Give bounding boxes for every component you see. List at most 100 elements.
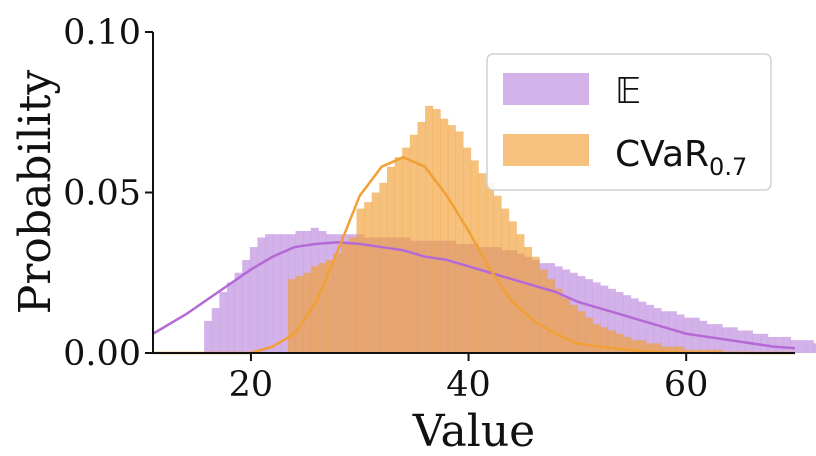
histogram-bar — [661, 346, 670, 353]
histogram-bar — [219, 292, 228, 353]
legend-label-cvar-main: CVaR — [615, 134, 709, 175]
x-axis-label: Value — [412, 406, 535, 456]
histogram-bar — [478, 173, 487, 353]
histogram-bar — [592, 282, 601, 353]
histogram-bar — [463, 147, 472, 353]
legend-label-cvar: CVaR0.7 — [615, 134, 747, 181]
legend: 𝔼 CVaR0.7 — [486, 53, 772, 191]
histogram-bar — [684, 349, 693, 353]
histogram-bar — [501, 208, 510, 353]
histogram-bar — [653, 343, 662, 353]
histogram-bar — [615, 292, 624, 353]
histogram-bar — [584, 317, 594, 353]
legend-label-cvar-subscript: 0.7 — [709, 153, 747, 181]
histogram-bar — [691, 349, 700, 353]
histogram-bar — [714, 349, 723, 353]
histogram-bar — [265, 234, 274, 353]
histogram-bar — [234, 272, 243, 353]
histogram-bar — [333, 253, 342, 353]
histogram-bar — [668, 311, 677, 353]
histogram-bar — [455, 131, 464, 353]
y-tick-label: 0.10 — [63, 13, 141, 53]
series-1-density-line — [153, 155, 795, 355]
histogram-bar — [584, 279, 594, 353]
histogram-bar — [569, 304, 578, 353]
histogram-bar — [630, 340, 639, 353]
histogram-bar — [805, 340, 814, 353]
histogram-bar — [645, 343, 654, 353]
histogram-bar — [653, 308, 662, 353]
histogram-bar — [767, 336, 776, 353]
histogram-bar — [783, 336, 792, 353]
histogram-bar — [562, 298, 571, 353]
histogram-bar — [554, 288, 563, 353]
histogram-bar — [447, 125, 456, 353]
histogram-bar — [348, 237, 357, 353]
histogram-bar — [813, 343, 816, 353]
histogram-bar — [676, 346, 685, 353]
histogram-bar — [371, 192, 380, 353]
histogram-bar — [364, 202, 373, 353]
legend-swatch-cvar — [503, 134, 589, 166]
legend-swatch-expectation — [503, 73, 589, 105]
histogram-bar — [432, 109, 441, 353]
histogram-bar — [600, 285, 609, 353]
histogram-bar — [470, 160, 479, 353]
histogram-bar — [310, 266, 319, 353]
histogram-bar — [394, 157, 403, 353]
histogram-bar — [280, 234, 289, 353]
histogram-bar — [539, 269, 548, 353]
histogram-bar — [249, 247, 258, 353]
histogram-bar — [676, 314, 685, 353]
histogram-bar — [623, 336, 632, 353]
histogram-bar — [379, 182, 388, 353]
ticks: 20 40 60 0.00 0.05 0.10 — [63, 13, 708, 405]
histogram-bar — [287, 279, 296, 353]
histogram-bar — [417, 121, 426, 353]
histogram-bar — [409, 134, 418, 353]
histogram-bar — [668, 346, 677, 353]
histogram-bar — [226, 282, 236, 353]
histogram-bar — [638, 301, 647, 353]
x-tick-label: 20 — [229, 365, 274, 405]
histogram-bar — [577, 311, 586, 353]
histogram-bar — [524, 247, 533, 353]
histogram-bar — [318, 263, 327, 353]
histogram-bar — [630, 298, 639, 353]
histogram-bar — [356, 208, 365, 353]
histogram-bar — [508, 221, 517, 353]
y-tick-label: 0.05 — [63, 174, 141, 214]
histogram-bar — [638, 340, 647, 353]
histogram-bar — [790, 340, 799, 353]
y-tick-label: 0.00 — [63, 334, 141, 374]
histogram-bar — [440, 118, 449, 353]
histogram-bar — [760, 333, 769, 353]
histogram-bar — [645, 304, 654, 353]
histogram-bar — [600, 327, 609, 353]
histogram-bar — [204, 320, 213, 353]
histogram-bar — [242, 259, 251, 353]
histogram-bar — [272, 234, 281, 353]
histogram-bar — [661, 311, 670, 353]
legend-label-expectation: 𝔼 — [615, 71, 641, 112]
histogram-bar — [592, 324, 601, 353]
histogram-bar — [341, 243, 350, 353]
histogram-bar — [607, 288, 616, 353]
histogram-bar — [607, 330, 616, 353]
histogram-bar — [546, 279, 555, 353]
histogram-bar — [684, 317, 693, 353]
histogram-bar — [425, 105, 434, 353]
histogram-bar — [326, 259, 335, 353]
histogram-bar — [798, 340, 807, 353]
plot-area — [152, 105, 816, 355]
x-tick-label: 40 — [446, 365, 491, 405]
histogram-bar — [257, 237, 266, 353]
histogram-bar — [615, 333, 624, 353]
histogram-bar — [623, 295, 632, 353]
series-0-density-line — [152, 241, 796, 350]
histogram-bar — [699, 349, 708, 353]
y-axis-label: Probability — [10, 70, 61, 315]
histogram-bar — [211, 308, 220, 353]
histogram-bar — [516, 234, 525, 353]
